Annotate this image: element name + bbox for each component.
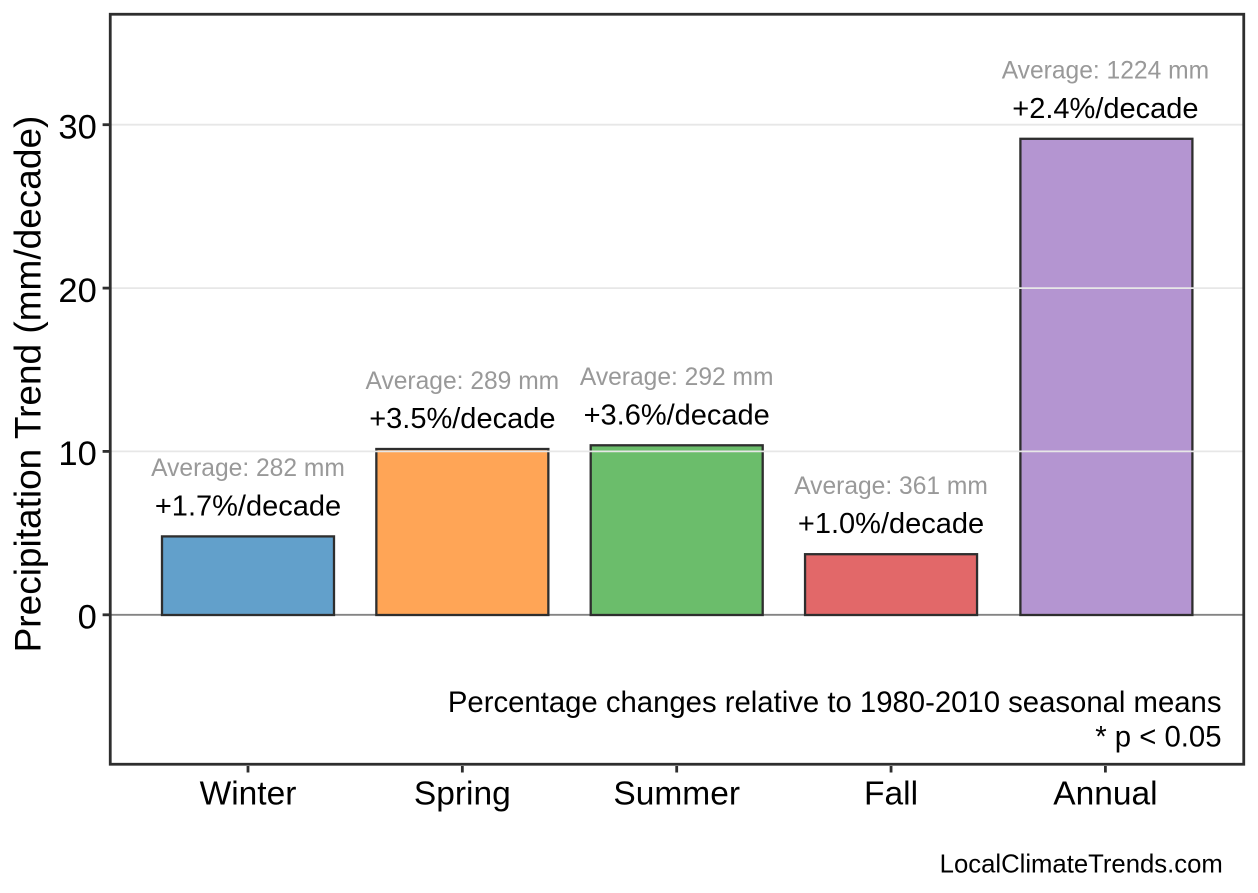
svg-text:* p < 0.05: * p < 0.05 xyxy=(1095,721,1221,754)
svg-text:Winter: Winter xyxy=(200,776,297,813)
svg-text:+1.0%/decade: +1.0%/decade xyxy=(798,508,984,540)
svg-text:LocalClimateTrends.com: LocalClimateTrends.com xyxy=(940,851,1223,879)
svg-text:Summer: Summer xyxy=(613,776,740,813)
svg-text:20: 20 xyxy=(58,272,96,310)
svg-text:Percentage changes relative to: Percentage changes relative to 1980-2010… xyxy=(448,686,1222,719)
svg-text:+3.5%/decade: +3.5%/decade xyxy=(369,403,555,435)
svg-text:10: 10 xyxy=(58,435,96,473)
svg-text:Average: 289 mm: Average: 289 mm xyxy=(366,368,560,395)
svg-text:Fall: Fall xyxy=(864,776,918,813)
svg-text:Spring: Spring xyxy=(414,776,511,813)
svg-text:Average: 292 mm: Average: 292 mm xyxy=(580,364,774,391)
svg-text:0: 0 xyxy=(78,599,97,637)
svg-text:Average: 1224 mm: Average: 1224 mm xyxy=(1002,58,1209,85)
svg-text:Annual: Annual xyxy=(1053,776,1157,813)
svg-text:Average: 282 mm: Average: 282 mm xyxy=(151,455,345,482)
svg-text:Average: 361 mm: Average: 361 mm xyxy=(794,473,988,500)
svg-text:Precipitation Trend (mm/decade: Precipitation Trend (mm/decade) xyxy=(8,116,49,653)
svg-text:+1.7%/decade: +1.7%/decade xyxy=(155,490,341,522)
svg-text:+2.4%/decade: +2.4%/decade xyxy=(1012,93,1198,125)
svg-text:30: 30 xyxy=(58,108,96,146)
svg-text:+3.6%/decade: +3.6%/decade xyxy=(584,399,770,431)
